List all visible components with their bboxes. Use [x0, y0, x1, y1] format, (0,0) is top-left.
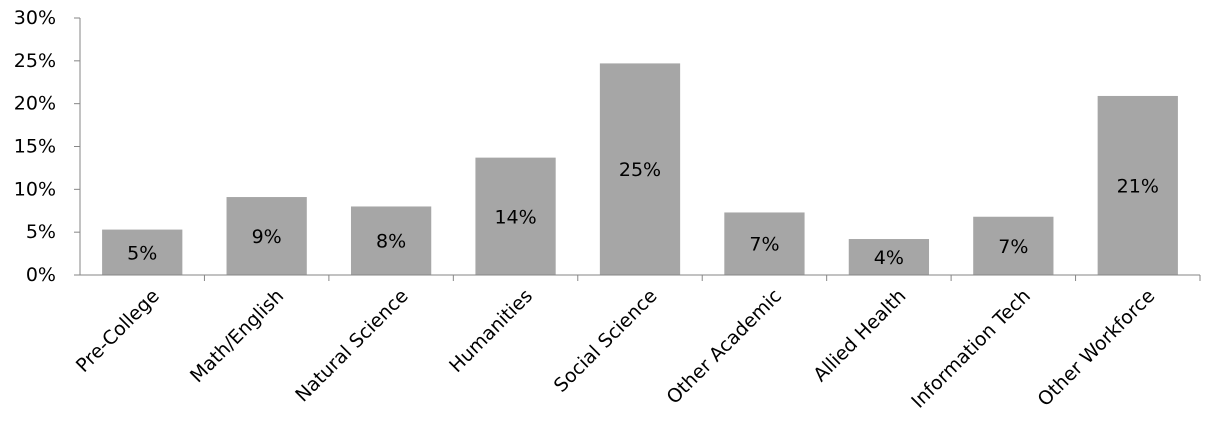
bar — [724, 212, 805, 275]
y-tick-label: 15% — [14, 136, 56, 158]
category-label: Information Tech — [907, 285, 1035, 413]
category-label: Math/English — [186, 285, 288, 387]
data-label: 4% — [874, 247, 904, 269]
bar — [1097, 95, 1178, 275]
data-label: 21% — [1117, 175, 1159, 197]
bar — [475, 157, 556, 275]
category-label: Pre-College — [72, 285, 164, 377]
y-tick-label: 10% — [14, 178, 56, 200]
category-labels-group: Pre-College Math/English Natural Science Hu… — [72, 275, 1201, 413]
category-label: Social Science — [550, 285, 662, 397]
y-axis-ticks: 0% 5% 10% 15% 20% 25% 30% — [14, 7, 80, 286]
category-label: Allied Health — [809, 285, 910, 386]
bar — [599, 63, 681, 275]
bar — [226, 197, 307, 275]
bar — [102, 229, 183, 275]
y-tick-label: 30% — [14, 7, 56, 29]
data-label: 14% — [494, 206, 536, 228]
y-tick-label: 5% — [26, 221, 56, 243]
data-label: 7% — [749, 234, 779, 256]
y-tick-label: 20% — [14, 93, 56, 115]
data-label: 25% — [619, 159, 661, 181]
data-label: 9% — [252, 226, 282, 248]
category-label: Humanities — [445, 285, 537, 377]
category-label: Natural Science — [291, 285, 412, 406]
data-label: 5% — [127, 242, 157, 264]
y-tick-label: 0% — [26, 264, 56, 286]
bar — [350, 206, 432, 275]
data-labels-group: 5% 9% 8% 14% 25% 7% 4% 7% 21% — [127, 159, 1159, 269]
bar — [848, 239, 930, 275]
y-tick-label: 25% — [14, 50, 56, 72]
data-label: 7% — [998, 236, 1028, 258]
category-label: Other Workforce — [1033, 285, 1159, 411]
bar — [973, 216, 1054, 275]
bars-group — [102, 63, 1178, 275]
category-label: Other Academic — [662, 285, 786, 409]
data-label: 8% — [376, 231, 406, 253]
